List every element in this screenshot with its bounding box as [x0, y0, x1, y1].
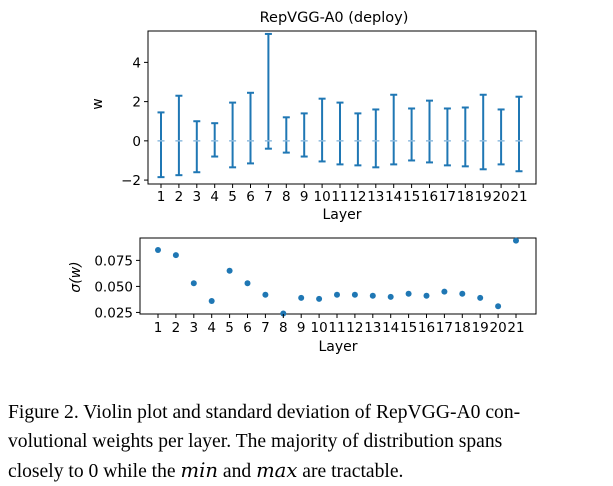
scatter-point — [155, 246, 161, 253]
x-tick-label: 9 — [300, 189, 309, 205]
max-symbol: max — [256, 459, 298, 482]
x-tick-label: 20 — [490, 320, 507, 336]
y-tick-label: 4 — [132, 55, 141, 71]
x-tick-label: 6 — [243, 320, 252, 336]
x-axis-label: Layer — [322, 207, 361, 223]
x-tick-label: 19 — [475, 189, 492, 205]
scatter-point — [477, 294, 484, 301]
scatter-point — [262, 291, 269, 298]
x-tick-label: 21 — [507, 320, 524, 336]
y-tick-label: 2 — [132, 95, 141, 111]
x-tick-label: 5 — [225, 320, 234, 336]
scatter-point — [423, 292, 430, 299]
caption-line-2: volutional weights per layer. The majori… — [8, 431, 503, 452]
x-tick-label: 3 — [193, 189, 202, 205]
x-tick-label: 18 — [457, 189, 474, 205]
x-tick-label: 12 — [349, 189, 366, 205]
x-axis: 1 2 3 4 5 6 7 8 9 10 11 12 13 14 15 16 17 18 19 20 21 — [154, 314, 525, 336]
scatter-point — [208, 297, 215, 304]
x-tick-label: 1 — [157, 189, 166, 205]
x-tick-label: 17 — [439, 189, 456, 205]
scatter-point — [495, 303, 502, 310]
x-tick-label: 16 — [418, 320, 435, 336]
scatter-point — [459, 290, 466, 297]
x-tick-label: 9 — [297, 320, 306, 336]
x-tick-label: 10 — [314, 189, 331, 205]
x-tick-label: 14 — [385, 189, 402, 205]
scatter-point — [334, 291, 340, 298]
x-tick-label: 3 — [190, 320, 199, 336]
scatter-point — [298, 294, 305, 301]
x-tick-label: 2 — [175, 189, 184, 205]
scatter-point — [405, 290, 412, 297]
scatter-point — [316, 295, 323, 302]
scatter-point — [226, 267, 233, 274]
x-tick-label: 12 — [346, 320, 363, 336]
plot-title: RepVGG-A0 (deploy) — [260, 10, 409, 26]
errorbar-series — [157, 32, 523, 179]
scatter-point — [244, 280, 251, 287]
scatter-point — [513, 237, 519, 244]
x-tick-label: 20 — [493, 189, 510, 205]
x-tick-label: 7 — [261, 320, 270, 336]
y-tick-label: −2 — [121, 173, 141, 189]
caption-line-3-prefix: closely to 0 while the — [8, 461, 181, 482]
x-tick-label: 14 — [382, 320, 399, 336]
y-axis: −2 0 2 4 — [121, 55, 148, 189]
scatter-point — [369, 292, 376, 299]
scatter-series — [155, 237, 519, 317]
y-axis: 0.025 0.050 0.075 — [94, 253, 140, 321]
x-tick-label: 13 — [367, 189, 384, 205]
y-tick-label: 0 — [132, 134, 141, 150]
scatter-point — [441, 288, 448, 295]
y-axis-label: w — [90, 98, 106, 109]
figure-caption: Figure 2. Violin plot and standard devia… — [8, 398, 606, 486]
y-tick-label: 0.050 — [94, 279, 133, 295]
scatter-point — [172, 252, 179, 259]
x-tick-label: 11 — [331, 189, 348, 205]
y-tick-label: 0.075 — [94, 253, 133, 269]
y-tick-label: 0.025 — [94, 305, 133, 321]
x-tick-label: 8 — [279, 320, 288, 336]
x-tick-label: 4 — [210, 189, 219, 205]
x-tick-label: 7 — [264, 189, 273, 205]
y-axis-label: σ(w) — [68, 261, 84, 292]
x-axis: 1 2 3 4 5 6 7 8 9 10 11 12 13 14 15 16 17 18 19 20 21 — [157, 184, 528, 205]
x-tick-label: 15 — [403, 189, 420, 205]
x-tick-label: 6 — [246, 189, 255, 205]
plot-frame — [147, 30, 537, 185]
min-symbol: min — [180, 459, 218, 482]
x-tick-label: 19 — [472, 320, 489, 336]
x-tick-label: 8 — [282, 189, 291, 205]
x-tick-label: 11 — [328, 320, 345, 336]
x-tick-label: 18 — [454, 320, 471, 336]
x-tick-label: 2 — [172, 320, 181, 336]
x-tick-label: 21 — [510, 189, 527, 205]
scatter-point — [387, 293, 394, 300]
caption-line-1: Figure 2. Violin plot and standard devia… — [8, 402, 521, 423]
x-tick-label: 16 — [421, 189, 438, 205]
plot-frame — [139, 237, 537, 315]
x-tick-label: 4 — [207, 320, 216, 336]
x-tick-label: 5 — [228, 189, 237, 205]
x-tick-label: 15 — [400, 320, 417, 336]
scatter-point — [280, 310, 287, 317]
x-tick-label: 1 — [154, 320, 163, 336]
caption-line-3-suffix: are tractable. — [297, 461, 404, 482]
scatter-point — [351, 291, 358, 298]
x-tick-label: 17 — [436, 320, 453, 336]
scatter-point — [190, 280, 197, 287]
caption-line-3-mid: and — [217, 461, 257, 482]
x-tick-label: 13 — [364, 320, 381, 336]
x-tick-label: 10 — [311, 320, 328, 336]
x-axis-label: Layer — [318, 339, 357, 355]
